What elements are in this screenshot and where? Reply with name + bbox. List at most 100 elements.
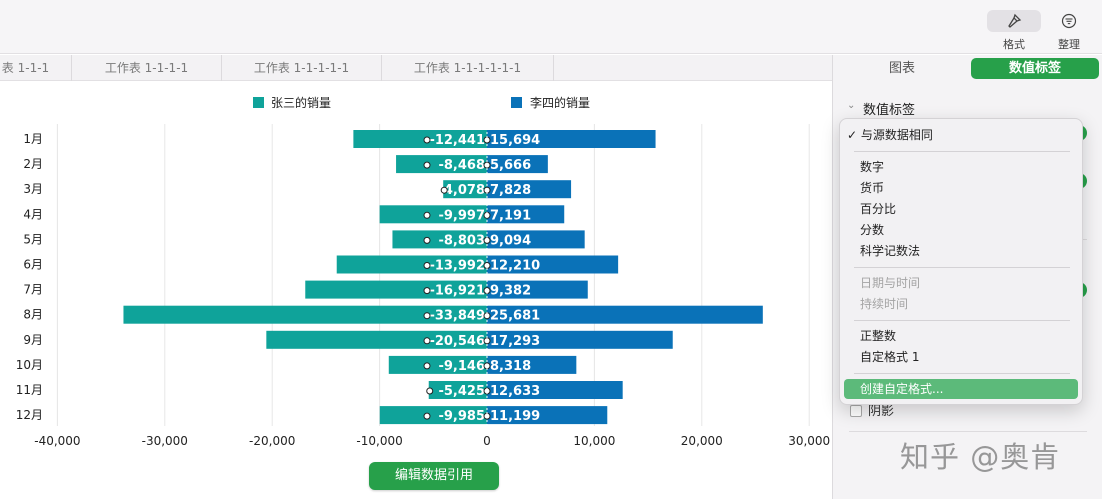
bar-series-2 bbox=[487, 180, 572, 199]
chevron-down-icon[interactable]: ⌄ bbox=[847, 100, 856, 111]
format-button[interactable]: 格式 bbox=[986, 10, 1042, 52]
data-label-series-2: 7,828 bbox=[490, 183, 531, 198]
data-label-series-2: 17,293 bbox=[490, 334, 540, 349]
data-label-series-2: 11,199 bbox=[490, 409, 540, 424]
bar-series-2 bbox=[487, 130, 656, 148]
population-pyramid-chart[interactable]: 张三的销量 李四的销量 1月 -12,441 15,694 2月 -8,468 5,666 3月… bbox=[0, 82, 832, 460]
toggle-switch[interactable] bbox=[1079, 173, 1087, 189]
section-title: 数值标签 bbox=[863, 103, 916, 118]
bar-series-1 bbox=[266, 330, 487, 349]
selection-handle bbox=[423, 337, 431, 345]
selection-handle bbox=[440, 186, 448, 194]
data-label-series-1: -8,803 bbox=[438, 233, 485, 248]
data-label-series-2: 9,382 bbox=[490, 284, 531, 299]
bar-series-2 bbox=[487, 355, 577, 374]
organize-button[interactable]: 整理 bbox=[1041, 10, 1097, 52]
data-label-series-1: -12,441 bbox=[429, 133, 485, 148]
bar-series-2 bbox=[487, 255, 619, 274]
bar-series-2 bbox=[487, 381, 623, 399]
data-label-series-2: 8,318 bbox=[490, 359, 531, 374]
data-label-series-1: -9,146 bbox=[438, 359, 485, 374]
data-label-series-2: 25,681 bbox=[490, 309, 540, 324]
sheet-tab[interactable]: 工作表 1-1-1-1-1 bbox=[222, 55, 382, 81]
menu-item-fraction[interactable]: 分数 bbox=[860, 223, 885, 237]
sheet-tab[interactable]: 工作表 1-1-1-1 bbox=[72, 55, 222, 81]
x-tick-label: 30,000 bbox=[788, 434, 830, 448]
bar-series-1 bbox=[123, 305, 488, 324]
bar-series-2 bbox=[487, 406, 608, 425]
shadow-label: 阴影 bbox=[868, 404, 895, 419]
shadow-checkbox-row[interactable]: 阴影 bbox=[850, 400, 894, 419]
menu-item-currency[interactable]: 货币 bbox=[860, 181, 885, 195]
filter-icon bbox=[1042, 10, 1096, 32]
selection-handle bbox=[423, 136, 431, 144]
menu-item-create-custom-format[interactable]: 创建自定格式... bbox=[844, 379, 1078, 399]
x-tick-label: -30,000 bbox=[142, 434, 188, 448]
data-label-series-1: -33,849 bbox=[429, 309, 485, 324]
data-label-series-1: -16,921 bbox=[429, 284, 485, 299]
bar-series-1 bbox=[379, 406, 487, 425]
menu-item-integer[interactable]: 正整数 bbox=[860, 329, 897, 343]
tab-value-labels[interactable]: 数值标签 bbox=[971, 58, 1099, 79]
bar-series-2 bbox=[487, 205, 565, 224]
sidebar-tabs: 图表 数值标签 bbox=[833, 55, 1102, 82]
tab-chart[interactable]: 图表 bbox=[888, 61, 915, 76]
bar-series-2 bbox=[487, 155, 548, 174]
format-label: 格式 bbox=[1003, 38, 1025, 51]
category-label: 12月 bbox=[16, 408, 43, 422]
selection-handle bbox=[423, 312, 431, 320]
selection-handle bbox=[423, 287, 431, 295]
category-label: 7月 bbox=[23, 283, 43, 297]
bar-series-2 bbox=[487, 280, 588, 299]
menu-item-percentage[interactable]: 百分比 bbox=[860, 202, 897, 216]
x-tick-label: 20,000 bbox=[681, 434, 723, 448]
bar-series-1 bbox=[305, 280, 487, 299]
category-label: 3月 bbox=[23, 182, 43, 196]
menu-item-label: 与源数据相同 bbox=[860, 128, 933, 142]
watermark: 知乎 @奥肯 bbox=[900, 440, 1061, 474]
x-tick-label: 10,000 bbox=[573, 434, 615, 448]
category-label: 5月 bbox=[23, 232, 43, 246]
bar-series-2 bbox=[487, 230, 585, 249]
selection-handle bbox=[423, 211, 431, 219]
legend-label-series-1: 张三的销量 bbox=[271, 95, 331, 110]
menu-item-number[interactable]: 数字 bbox=[860, 160, 885, 174]
bar-series-1 bbox=[392, 230, 487, 249]
x-tick-label: 0 bbox=[483, 434, 491, 448]
category-label: 4月 bbox=[23, 207, 43, 221]
sheet-tabs: 表 1-1-1 工作表 1-1-1-1 工作表 1-1-1-1-1 工作表 1-… bbox=[0, 55, 832, 81]
toggle-switch[interactable] bbox=[1079, 282, 1087, 298]
data-label-series-2: 9,094 bbox=[490, 233, 531, 248]
number-format-menu: ✓ 与源数据相同 数字 货币 百分比 分数 科学记数法 日期与时间 持续时间 正… bbox=[839, 118, 1083, 405]
bar-series-1 bbox=[396, 155, 487, 174]
bar-series-2 bbox=[487, 305, 763, 324]
data-label-series-1: -9,997 bbox=[438, 208, 485, 223]
edit-data-reference-button[interactable]: 编辑数据引用 bbox=[369, 462, 499, 490]
data-label-series-2: 12,633 bbox=[490, 384, 540, 399]
bar-series-1 bbox=[353, 130, 487, 148]
data-label-series-1: -5,425 bbox=[438, 384, 485, 399]
menu-separator bbox=[854, 151, 1070, 152]
bar-series-2 bbox=[487, 330, 673, 349]
sheet-tab[interactable]: 表 1-1-1 bbox=[0, 55, 72, 81]
data-label-series-2: 15,694 bbox=[490, 133, 540, 148]
sheet-tab[interactable]: 工作表 1-1-1-1-1-1 bbox=[382, 55, 554, 81]
data-label-series-1: -9,985 bbox=[438, 409, 485, 424]
menu-separator bbox=[854, 373, 1070, 374]
data-label-series-1: -4,078 bbox=[438, 183, 485, 198]
menu-item-same-as-source[interactable]: ✓ 与源数据相同 bbox=[847, 125, 933, 145]
toolbar: 格式 整理 bbox=[0, 0, 1102, 54]
divider bbox=[849, 431, 1087, 432]
menu-item-scientific[interactable]: 科学记数法 bbox=[860, 244, 921, 258]
toggle-switch[interactable] bbox=[1079, 125, 1087, 141]
data-label-series-1: -8,468 bbox=[438, 158, 485, 173]
x-tick-label: -20,000 bbox=[249, 434, 295, 448]
bar-series-1 bbox=[336, 255, 487, 274]
menu-item-custom-format-1[interactable]: 自定格式 1 bbox=[860, 350, 920, 364]
legend-label-series-2: 李四的销量 bbox=[530, 95, 590, 110]
shadow-checkbox[interactable] bbox=[850, 405, 862, 417]
category-label: 11月 bbox=[16, 383, 43, 397]
data-label-series-1: -20,546 bbox=[429, 334, 485, 349]
selection-handle bbox=[426, 387, 434, 395]
